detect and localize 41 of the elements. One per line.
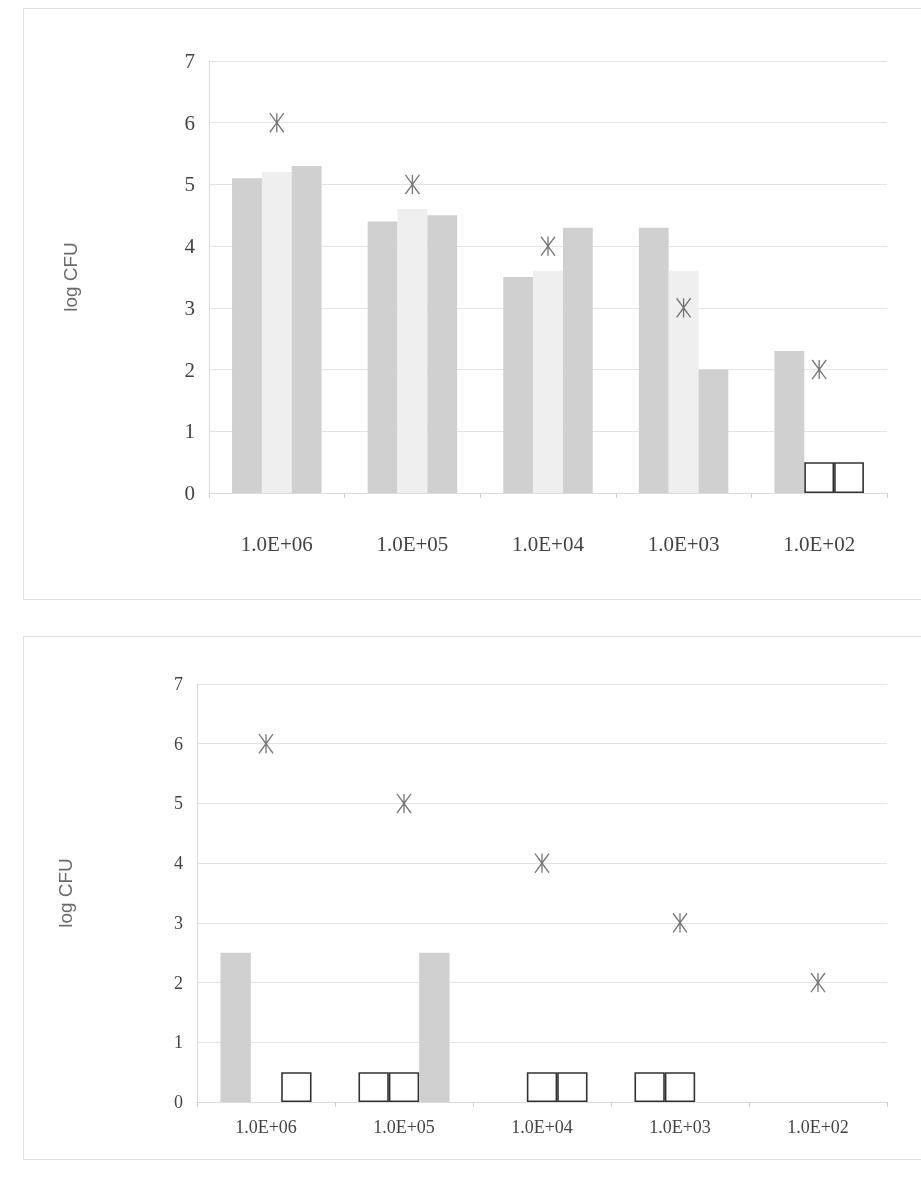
y-tick-label: 2 — [184, 357, 195, 382]
bar — [261, 172, 292, 493]
y-tick-label: 1 — [174, 1032, 183, 1053]
x-tick-label: 1.0E+04 — [511, 1117, 573, 1137]
point — [810, 972, 826, 993]
x-tick-label: 1.0E+05 — [376, 531, 449, 556]
point — [811, 359, 827, 380]
x-tick-label: 1.0E+02 — [787, 1117, 849, 1137]
y-tick-label: 6 — [174, 733, 183, 754]
point — [404, 174, 420, 195]
y-tick-label: 0 — [174, 1092, 183, 1112]
y-axis-title: log CFU — [60, 242, 81, 312]
y-tick-label: 2 — [174, 972, 183, 993]
y-tick-label: 3 — [174, 912, 183, 933]
point — [676, 297, 692, 318]
y-tick-label: 7 — [184, 49, 195, 73]
x-tick-label: 1.0E+05 — [373, 1117, 435, 1137]
bar — [533, 270, 563, 493]
y-tick-label: 1 — [184, 419, 195, 444]
bar — [397, 209, 428, 493]
point — [672, 912, 688, 933]
y-tick-label: 3 — [184, 295, 195, 320]
y-tick-label: 5 — [184, 172, 195, 197]
y-tick-label: 7 — [174, 674, 183, 694]
point — [534, 853, 550, 874]
y-tick-label: 0 — [184, 481, 195, 505]
x-tick-label: 1.0E+03 — [649, 1117, 711, 1137]
x-tick-label: 1.0E+02 — [783, 531, 856, 556]
x-tick-label: 1.0E+06 — [240, 531, 313, 556]
y-axis-title: log CFU — [55, 858, 76, 928]
y-tick-label: 4 — [184, 234, 196, 259]
y-tick-label: 5 — [174, 793, 183, 814]
point — [396, 793, 412, 814]
x-tick-label: 1.0E+03 — [647, 531, 720, 556]
x-tick-label: 1.0E+06 — [235, 1117, 297, 1137]
point — [258, 733, 274, 754]
y-tick-label: 6 — [184, 110, 195, 135]
point — [269, 112, 285, 133]
point — [540, 236, 556, 257]
y-tick-label: 4 — [174, 853, 183, 874]
x-tick-label: 1.0E+04 — [512, 531, 585, 556]
